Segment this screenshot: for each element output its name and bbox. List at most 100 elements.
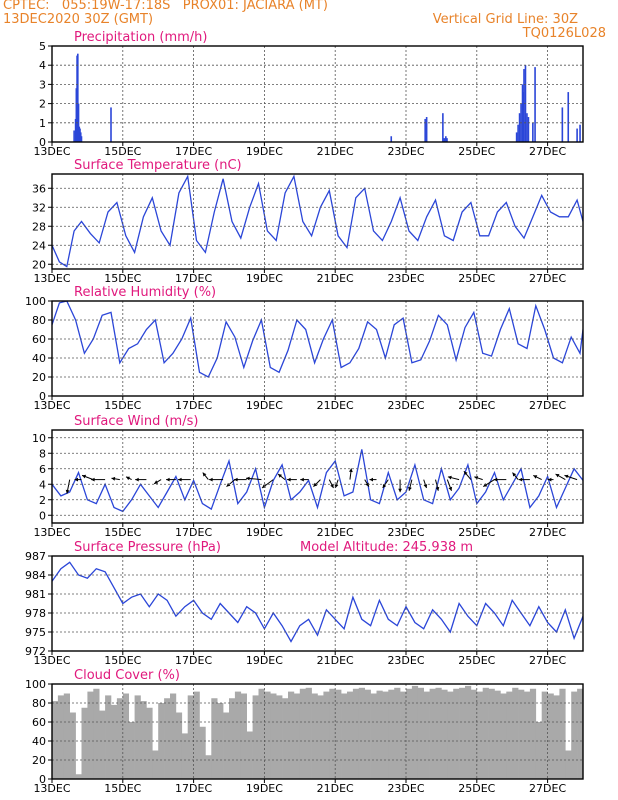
- cloud-ytick-label: 60: [32, 716, 46, 729]
- precip-bar: [567, 92, 570, 142]
- cloud-bar: [335, 689, 342, 779]
- temp-ytick-label: 36: [32, 182, 46, 195]
- rh-panel: 0 20 40 60 80 100 13DEC 15DEC 17DEC 19DEC 21DEC 23D…: [25, 285, 584, 412]
- cloud-ytick-label: 100: [25, 678, 46, 691]
- temp-ytick-label: 20: [32, 258, 46, 271]
- cloud-bar: [470, 689, 478, 779]
- cloud-xtick-label: 15DEC: [104, 782, 141, 795]
- wind-arrow-head: [369, 477, 373, 482]
- cloud-bar: [406, 688, 413, 779]
- precip-panel: 0 1 2 3 4 5 13DEC 15DEC 17DEC 19DEC 21DEC 23DEC 25DE…: [33, 30, 584, 158]
- cloud-bar: [87, 691, 94, 779]
- precip-bar: [73, 130, 75, 142]
- rh-title: Relative Humidity (%): [74, 285, 216, 300]
- rh-ytick-label: 60: [32, 333, 46, 346]
- wind-arrow-head: [65, 489, 70, 494]
- temp-series: [52, 174, 583, 268]
- cloud-bar: [341, 693, 348, 779]
- rh-xtick-label: 21DEC: [317, 399, 354, 412]
- wind-title: Surface Wind (m/s): [74, 414, 198, 429]
- cloud-bar: [134, 695, 141, 779]
- pres-ytick-label: 984: [25, 569, 46, 582]
- precip-bar: [532, 122, 534, 142]
- cloud-bar: [240, 693, 247, 779]
- precip-bar: [442, 113, 444, 142]
- precip-xtick-label: 17DEC: [175, 145, 212, 158]
- wind-arrow-head: [448, 486, 453, 491]
- wind-arrow-head: [547, 477, 552, 482]
- rh-ytick-label: 0: [39, 390, 46, 403]
- header-station: CPTEC: 055:19W-17:18S PROX01: JACIARA (M…: [3, 0, 328, 13]
- cloud-bar: [423, 691, 430, 779]
- pres-xtick-label: 25DEC: [458, 654, 495, 667]
- temp-panel: 20 24 28 32 36 13DEC 15DEC 17DEC 19DEC 21DEC 23DEC…: [32, 158, 584, 285]
- precip-bar: [515, 132, 518, 142]
- temp-line: [52, 174, 583, 268]
- temp-xtick-label: 19DEC: [246, 272, 283, 285]
- wind-xtick-label: 19DEC: [246, 526, 283, 539]
- cloud-bar: [577, 688, 583, 779]
- precip-bar: [576, 128, 578, 142]
- temp-xtick-label: 17DEC: [175, 272, 212, 285]
- cloud-bar: [52, 701, 59, 779]
- header-date: 13DEC2020 30Z (GMT): [3, 12, 154, 27]
- wind-arrow-head: [512, 472, 517, 477]
- pres-ytick-label: 975: [25, 626, 46, 639]
- temp-frame: [51, 173, 584, 270]
- precip-xtick-label: 23DEC: [387, 145, 424, 158]
- wind-arrow-head: [398, 488, 402, 493]
- wind-arrow-head: [564, 474, 569, 479]
- cloud-bar: [57, 695, 65, 779]
- precip-ytick-label: 2: [39, 98, 46, 111]
- cloud-bar: [288, 691, 295, 779]
- cloud-bar: [187, 695, 194, 779]
- cloud-bar: [181, 733, 188, 779]
- cloud-bar: [435, 687, 442, 779]
- cloud-series: [52, 685, 583, 779]
- cloud-xtick-label: 21DEC: [317, 782, 354, 795]
- wind-ytick-label: 6: [39, 463, 46, 476]
- precip-bar: [443, 138, 446, 142]
- precip-xtick-label: 25DEC: [458, 145, 495, 158]
- cloud-bar: [417, 687, 424, 779]
- cloud-bar: [352, 688, 360, 779]
- wind-arrow-head: [287, 477, 291, 482]
- precip-bar: [517, 124, 519, 142]
- wind-series: [52, 449, 583, 513]
- precip-xtick-label: 21DEC: [317, 145, 354, 158]
- precip-frame: [51, 45, 584, 143]
- cloud-bar: [482, 687, 489, 779]
- precip-bar: [390, 136, 393, 142]
- cloud-bar: [75, 774, 82, 779]
- wind-arrow-head: [166, 477, 170, 482]
- wind-arrow-head: [365, 482, 369, 487]
- wind-arrow-head: [313, 482, 318, 487]
- wind-arrow-head: [278, 474, 282, 478]
- wind-arrow-head: [135, 477, 139, 482]
- pres-panel: 972 975 978 981 984 987 13DEC 15DEC 17DEC 19DEC 21…: [25, 540, 584, 667]
- cloud-bar: [93, 688, 100, 779]
- cloud-xtick-label: 19DEC: [246, 782, 283, 795]
- header: CPTEC: 055:19W-17:18S PROX01: JACIARA (M…: [0, 0, 618, 44]
- cloud-bar: [547, 693, 554, 779]
- precip-series: [73, 53, 581, 142]
- wind-xtick-label: 25DEC: [458, 526, 495, 539]
- cloud-ytick-label: 0: [39, 773, 46, 786]
- cloud-bar: [234, 691, 242, 779]
- cloud-bar: [559, 688, 566, 779]
- cloud-bar: [293, 693, 301, 779]
- cloud-bar: [500, 693, 507, 779]
- cloud-title: Cloud Cover (%): [74, 668, 180, 683]
- pres-xtick-label: 15DEC: [104, 654, 141, 667]
- wind-ytick-label: 4: [39, 478, 46, 491]
- cloud-bar: [140, 701, 147, 779]
- cloud-bar: [358, 687, 365, 779]
- wind-arrow-head: [408, 486, 412, 491]
- precip-ytick-label: 1: [39, 117, 46, 130]
- wind-arrow-head: [74, 477, 78, 482]
- cloud-bar: [63, 693, 70, 779]
- temp-ytick-label: 24: [32, 239, 46, 252]
- temp-ytick-label: 32: [32, 201, 46, 214]
- cloud-bar: [364, 689, 371, 779]
- cloud-bar: [394, 687, 401, 779]
